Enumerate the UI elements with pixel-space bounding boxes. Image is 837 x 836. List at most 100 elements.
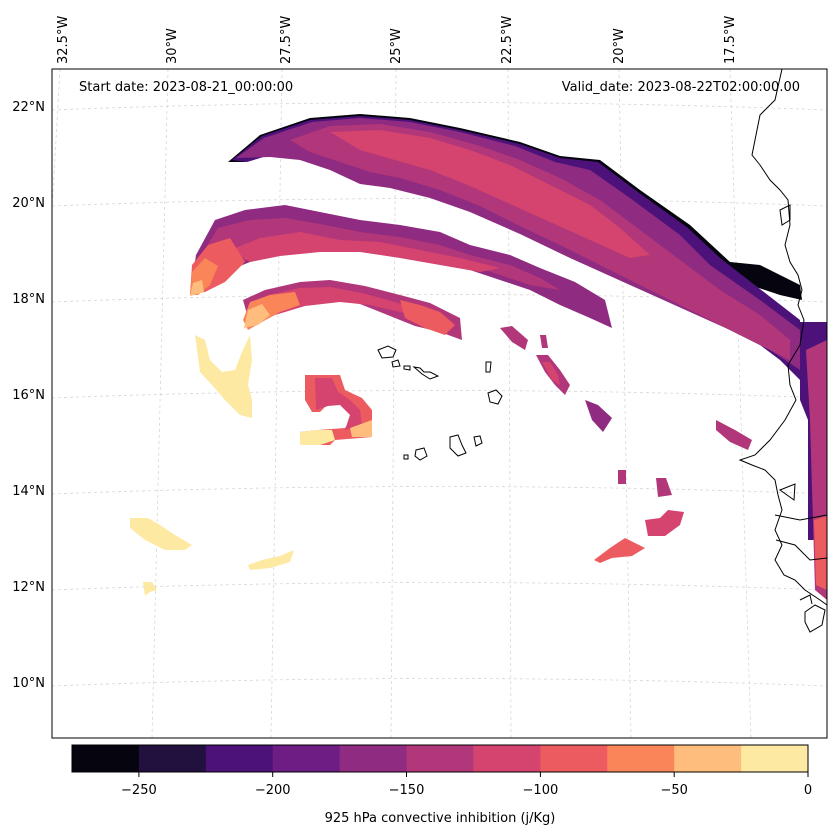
colorbar-swatch-6: [473, 745, 541, 772]
cin-band-south-c4: [244, 304, 270, 328]
coast-detail-3: [774, 514, 827, 521]
colorbar-swatch-9: [674, 745, 742, 772]
island-brava: [403, 454, 409, 460]
cin-ring-light-2: [350, 420, 372, 437]
colorbar-swatch-0: [72, 745, 140, 772]
island-maio: [473, 435, 483, 447]
coast-detail-5: [804, 604, 826, 633]
lat-label-20: 20°N: [12, 196, 45, 211]
lat-label-16: 16°N: [12, 388, 45, 403]
coast-mauritania: [738, 69, 827, 606]
start-date-label: Start date: 2023-08-21_00:00:00: [79, 80, 293, 95]
gridline-lat-18: [52, 294, 827, 303]
lon-label-20: 20°W: [612, 28, 627, 64]
colorbar-swatch-3: [272, 745, 341, 772]
cin-band-north-east-core: [814, 516, 827, 590]
cin-blob-e5: [716, 420, 752, 450]
lat-label-14: 14°N: [12, 484, 45, 499]
colorbar-swatch-8: [607, 745, 675, 772]
cape-verde-islands: [377, 345, 503, 461]
cin-band-middle-tip: [190, 280, 204, 296]
gridlines: [52, 69, 827, 738]
valid-date-label: Valid_date: 2023-08-22T02:00:00.00: [562, 80, 800, 95]
island-sao-nicolau: [412, 366, 440, 380]
lon-label-32-5: 32.5°W: [56, 16, 71, 64]
colorbar-tick-label-m100: −100: [523, 783, 559, 798]
colorbar-swatch-2: [205, 745, 274, 772]
island-santa-luzia: [403, 365, 411, 371]
cin-blob-e1: [500, 326, 528, 350]
island-fogo: [414, 447, 428, 461]
lon-label-27-5: 27.5°W: [279, 16, 294, 64]
cin-band-south-c2: [248, 287, 452, 326]
lon-label-25: 25°W: [389, 28, 404, 64]
coast-detail-1: [779, 204, 791, 226]
island-boa-vista: [487, 389, 503, 405]
colorbar-swatch-7: [540, 745, 608, 772]
cin-blob-e9: [594, 538, 645, 563]
cin-blob-e6: [618, 470, 626, 484]
lat-label-18: 18°N: [12, 292, 45, 307]
gridline-lat-22: [52, 102, 827, 111]
coast-detail-6: [799, 594, 813, 605]
colorbar-tick-label-m150: −150: [389, 783, 425, 798]
africa-coastline: [738, 69, 827, 633]
gridline-lat-14: [52, 486, 827, 495]
coast-detail-2: [778, 483, 796, 501]
cin-blob-west-4: [143, 582, 157, 596]
island-santo-antao: [377, 345, 397, 359]
cin-blob-e3b: [542, 362, 560, 385]
cin-blob-e7: [656, 478, 672, 497]
colorbar: −250 −200 −150 −100 −50 0 925 hPa convec…: [71, 744, 812, 826]
cin-band-middle-c3: [230, 232, 500, 272]
lon-label-30: 30°W: [165, 28, 180, 64]
colorbar-swatch-5: [406, 745, 474, 772]
colorbar-label: 925 hPa convective inhibition (j/Kg): [325, 811, 556, 826]
island-sal: [485, 361, 492, 373]
gridline-lat-12: [52, 582, 827, 591]
colorbar-swatch-4: [339, 745, 408, 772]
gridline-lat-20: [52, 198, 827, 207]
lat-labels: 22°N 20°N 18°N 16°N 14°N 12°N 10°N: [12, 100, 45, 691]
island-sao-vicente: [391, 359, 401, 368]
lat-label-22: 22°N: [12, 100, 45, 115]
cin-band-middle: [190, 205, 612, 328]
cin-light-blobs: [130, 335, 294, 596]
gridline-lat-16: [52, 390, 827, 399]
cin-ring-light: [300, 430, 335, 445]
colorbar-tick-label-0: 0: [804, 783, 812, 798]
cin-band-north-c3: [236, 118, 800, 370]
cin-blob-west-1: [195, 335, 252, 418]
colorbar-tick-label-m50: −50: [660, 783, 687, 798]
map-frame: [51, 68, 828, 739]
colorbar-ticks: [138, 772, 809, 777]
colorbar-swatch-1: [138, 745, 207, 772]
cin-east-blobs: [500, 326, 752, 563]
cin-band-south: [243, 280, 462, 340]
colorbar-frame: [71, 744, 809, 773]
lat-label-10: 10°N: [12, 676, 45, 691]
cin-band-north-c5: [330, 130, 650, 258]
colorbar-tick-label-m200: −200: [255, 783, 291, 798]
cin-band-south-east: [400, 300, 455, 335]
lon-label-22-5: 22.5°W: [500, 16, 515, 64]
island-santiago: [449, 434, 467, 457]
colorbar-swatches: [72, 745, 809, 772]
cin-band-north-c4: [290, 124, 790, 360]
cin-ring-inner: [315, 378, 362, 430]
colorbar-swatch-10: [741, 745, 809, 772]
colorbar-tick-labels: −250 −200 −150 −100 −50 0: [121, 783, 812, 798]
lon-label-17-5: 17.5°W: [723, 16, 738, 64]
cin-blob-west-2: [130, 518, 192, 550]
lon-labels: 32.5°W 30°W 27.5°W 25°W 22.5°W 20°W 17.5…: [56, 16, 738, 64]
coast-detail-4: [775, 539, 827, 561]
lat-label-12: 12°N: [12, 580, 45, 595]
map-plot-area: [52, 69, 827, 738]
colorbar-tick-label-m250: −250: [121, 783, 157, 798]
cin-blob-e4: [585, 400, 612, 432]
cin-ring: [300, 375, 372, 445]
gridline-lat-10: [52, 678, 827, 687]
cin-blob-e2: [540, 335, 548, 348]
